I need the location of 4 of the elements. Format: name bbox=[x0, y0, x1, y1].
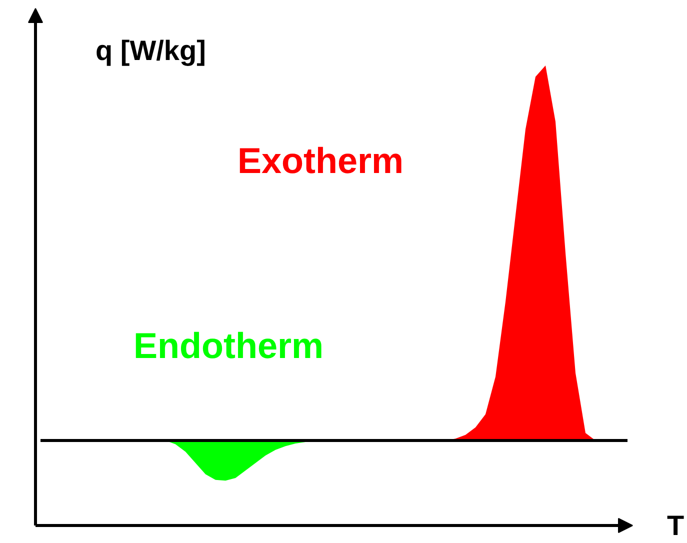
text: Endotherm bbox=[134, 325, 324, 366]
y-axis-title: q [W/kg] bbox=[96, 35, 206, 66]
x-axis-title: T bbox=[666, 510, 684, 541]
text: Exotherm bbox=[237, 140, 404, 181]
